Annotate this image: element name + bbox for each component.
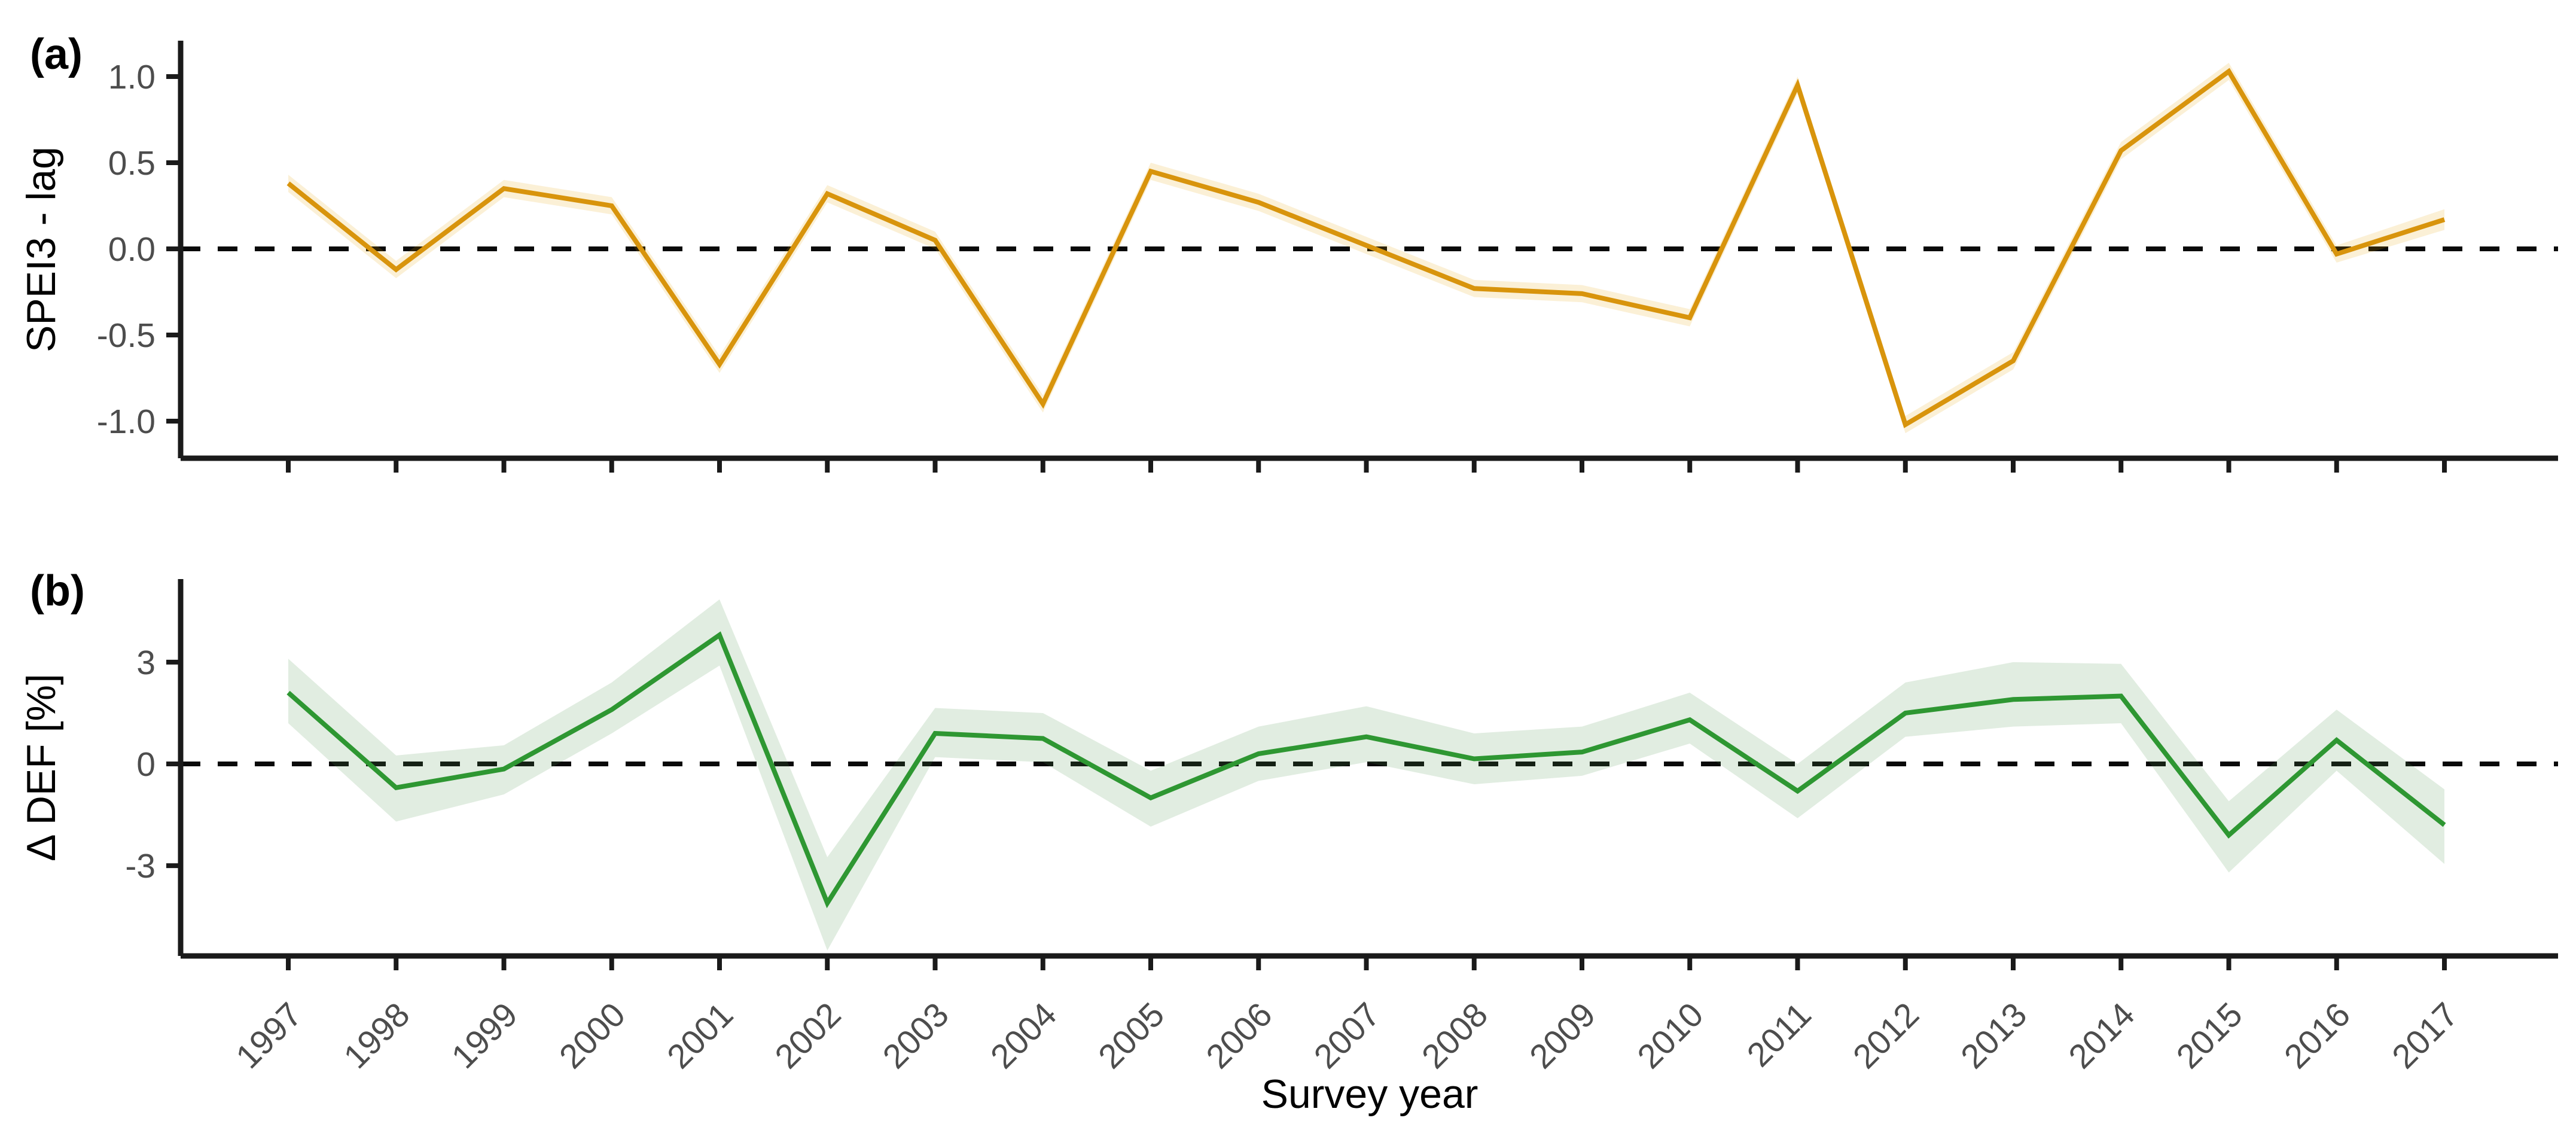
x-axis-year-label: 2005 [1091, 995, 1172, 1076]
x-axis-year-label: 2000 [552, 995, 633, 1076]
panel-a-label: (a) [30, 31, 83, 78]
x-axis-year-label: 2010 [1630, 995, 1711, 1076]
x-axis-title: Survey year [1261, 1071, 1478, 1117]
x-axis-year-label: 2009 [1522, 995, 1603, 1076]
x-axis-year-label: 2003 [876, 995, 956, 1076]
x-axis-year-label: 2013 [1953, 995, 2034, 1076]
x-axis-year-label: 1999 [444, 995, 525, 1076]
y-axis-tick-label: 3 [136, 644, 156, 682]
x-axis-year-label: 2006 [1199, 995, 1280, 1076]
x-axis-year-label: 1997 [228, 995, 309, 1076]
panel-a-series-line [286, 68, 2446, 428]
panel-a-y-axis-title: SPEI3 - lag [19, 147, 64, 352]
panel-b-y-axis-title: Δ DEF [%] [19, 674, 64, 861]
y-axis-tick-label: -0.5 [97, 316, 156, 355]
x-axis-year-label: 1998 [337, 995, 417, 1076]
x-axis-year-label: 2007 [1307, 995, 1388, 1076]
x-axis-year-label: 2002 [768, 995, 849, 1076]
panel-a-confidence-band [288, 62, 2444, 434]
panel-b-series-line [286, 631, 2446, 909]
panel-a: 1.0 0.5 0.0 -0.5 -1.0 [97, 41, 2558, 473]
x-axis-year-label: 2008 [1414, 995, 1495, 1076]
x-axis-year-label: 2001 [660, 995, 740, 1076]
panel-b-confidence-band [288, 599, 2444, 951]
x-axis-year-label: 2016 [2277, 995, 2358, 1076]
y-axis-tick-label: 0.0 [108, 230, 156, 269]
y-axis-tick-label: 0 [136, 745, 156, 784]
x-axis-year-label: 2015 [2169, 995, 2250, 1076]
x-axis-year-label: 2011 [1740, 995, 1819, 1074]
y-axis-tick-label: 0.5 [108, 144, 156, 182]
x-axis-year-label: 2017 [2385, 995, 2465, 1076]
y-axis-tick-label: -1.0 [97, 403, 156, 441]
x-axis-year-label: 2012 [1846, 995, 1926, 1076]
x-axis-year-label: 2004 [983, 995, 1064, 1076]
x-axis-year-label: 2014 [2062, 995, 2142, 1076]
panel-b: 3 0 -3 1997 1998 1999 2000 2001 2002 2003 2004 2005… [125, 579, 2558, 1076]
y-axis-tick-label: -3 [125, 847, 156, 885]
panel-b-label: (b) [30, 567, 85, 615]
y-axis-tick-label: 1.0 [108, 58, 156, 96]
